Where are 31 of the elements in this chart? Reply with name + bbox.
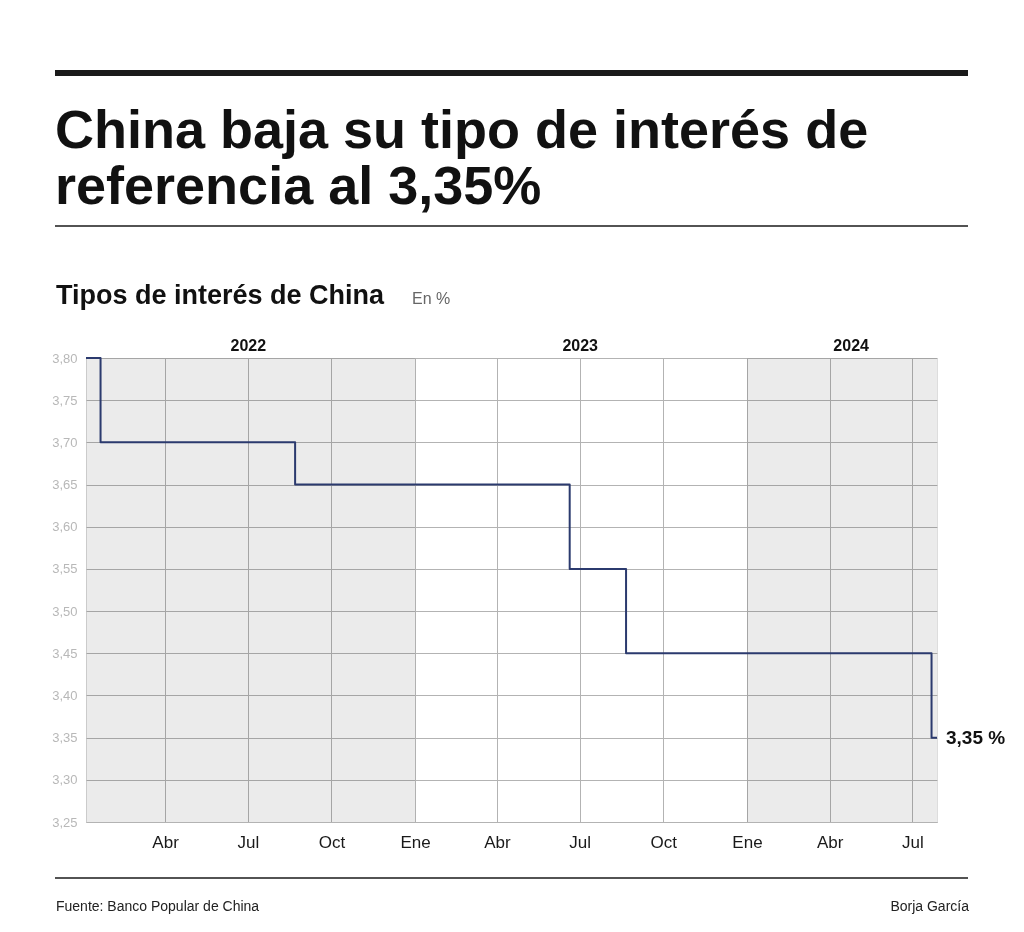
x-tick-label: Abr [816,832,844,852]
y-tick-label: 3,75 [52,392,78,408]
y-tick-label: 3,80 [52,350,78,366]
y-tick-label: 3,45 [52,645,78,661]
text: Borja García [890,898,970,914]
source-note: Fuente: Banco Popular de China [56,898,260,914]
y-tick-label: 3,70 [52,434,78,450]
x-tick-label: Ene [400,832,431,852]
x2-tick-label: 2022 [230,336,267,354]
y-tick-label: 3,60 [52,519,78,535]
y-axis-title: En % [412,290,451,307]
chart-title: China baja su tipo de interés de referencia al 3,35% [55,99,869,215]
x-tick-label: Jul [237,832,260,852]
x-tick-label: Abr [484,832,512,852]
x-tick-label: Jul [902,832,924,852]
x-tick-label: Abr [152,832,180,852]
y-tick-label: 3,55 [52,561,78,577]
x-tick-label: Ene [732,832,763,852]
y-tick-label: 3,50 [52,603,78,619]
y-tick-label: 3,35 [52,730,78,746]
x-tick-label: Jul [569,832,592,852]
x2-tick-label: 2024 [833,336,870,354]
y-tick-label: 3,40 [52,687,78,703]
y-tick-label: 3,30 [52,772,78,788]
annotation: 3,35 % [946,726,1006,748]
x-tick-label: Oct [650,832,678,852]
x2-tick-label: 2023 [562,336,599,354]
x-tick-label: Oct [318,832,346,852]
y-tick-label: 3,25 [52,814,78,830]
y-tick-label: 3,65 [52,477,78,493]
chart-subtitle: Tipos de interés de China [56,280,386,310]
